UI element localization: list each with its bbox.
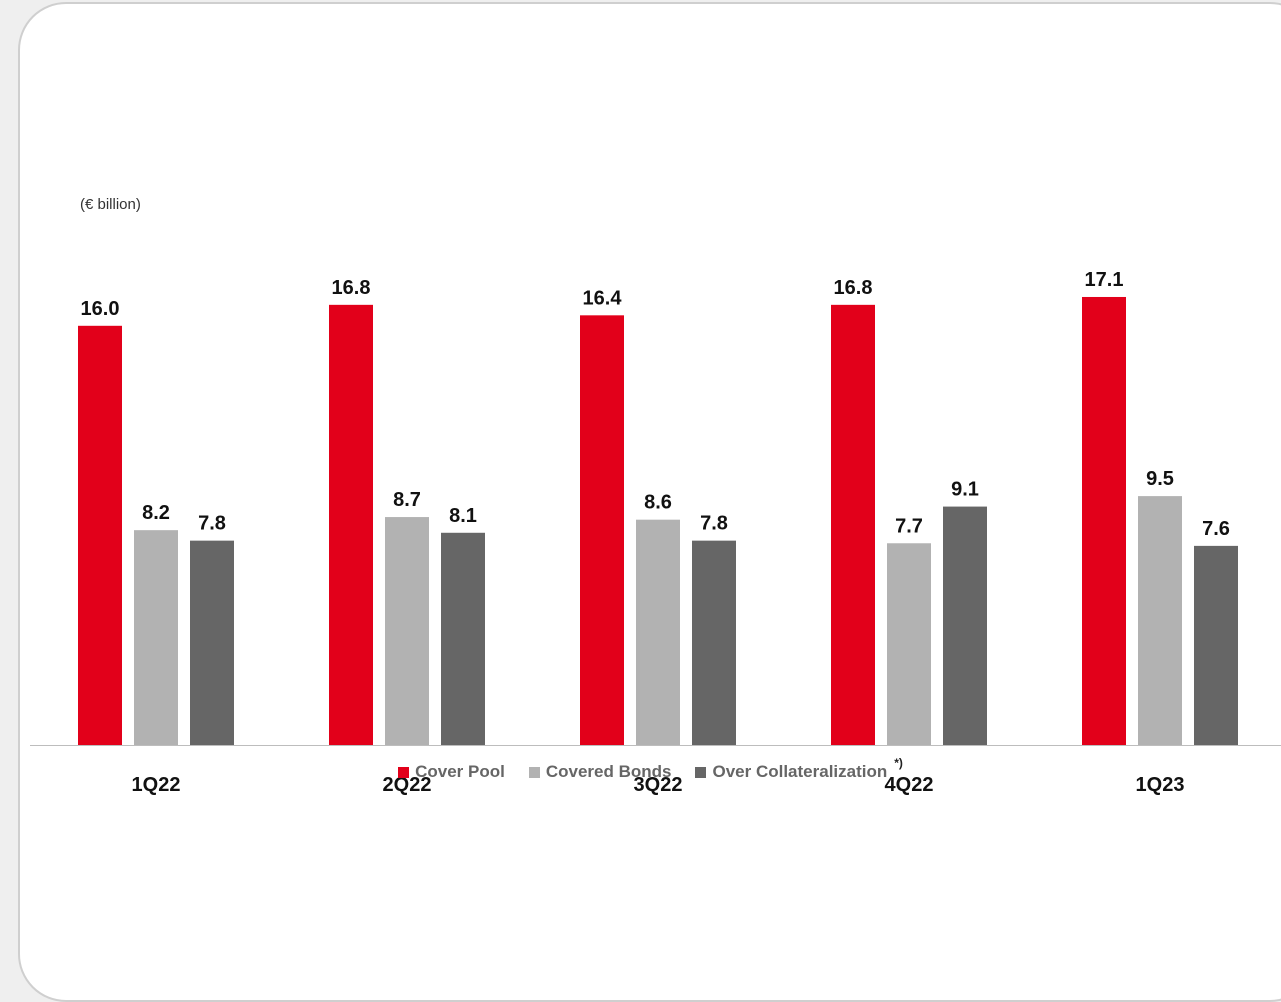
bar-cover-pool-1q22 — [78, 325, 122, 745]
data-label: 7.8 — [198, 513, 226, 535]
chart-card — [18, 2, 1281, 1002]
bar-covered-bonds-1q23 — [1138, 496, 1182, 745]
bar-cover-pool-3q22 — [580, 315, 624, 745]
x-tick-label: 4Q22 — [885, 774, 934, 796]
x-tick-label: 1Q23 — [1136, 774, 1185, 796]
bar-covered-bonds-1q22 — [134, 530, 178, 745]
legend: Cover Pool Covered Bonds Over Collateral… — [0, 756, 1281, 782]
data-label: 7.6 — [1202, 518, 1230, 540]
bar-over-collateralization-1q23 — [1194, 545, 1238, 745]
bar-over-collateralization-4q22 — [943, 506, 987, 745]
legend-swatch-over-collateralization — [695, 766, 707, 778]
data-label: 16.8 — [332, 277, 371, 299]
x-tick-label: 1Q22 — [132, 774, 181, 796]
legend-label-over-collateralization: Over Collateralization — [712, 762, 888, 781]
data-label: 16.4 — [583, 287, 623, 309]
legend-label-covered-bonds: Covered Bonds — [545, 762, 672, 781]
legend-footnote-mark: *) — [894, 756, 903, 770]
data-label: 8.7 — [393, 489, 421, 511]
bar-over-collateralization-1q22 — [190, 540, 234, 745]
data-label: 16.8 — [834, 277, 873, 299]
legend-label-cover-pool: Cover Pool — [415, 762, 505, 781]
data-label: 9.5 — [1146, 468, 1174, 490]
x-tick-label: 2Q22 — [383, 774, 432, 796]
data-label: 9.1 — [951, 479, 979, 501]
bar-cover-pool-4q22 — [831, 304, 875, 745]
bar-over-collateralization-2q22 — [441, 532, 485, 745]
bar-cover-pool-1q23 — [1082, 296, 1126, 745]
data-label: 8.2 — [142, 502, 170, 524]
bar-chart: 16.0 8.2 7.8 1Q22 16.8 8.7 8.1 2Q22 16.4 8.6 7.8 3Q… — [30, 269, 1281, 796]
x-tick-label: 3Q22 — [634, 774, 683, 796]
legend-item-over-collateralization: Over Collateralization *) — [695, 756, 903, 782]
legend-item-cover-pool: Cover Pool — [398, 762, 505, 782]
legend-swatch-covered-bonds — [528, 766, 540, 778]
bar-over-collateralization-3q22 — [692, 540, 736, 745]
bar-cover-pool-2q22 — [329, 304, 373, 745]
unit-label: (€ billion) — [80, 196, 141, 213]
bar-covered-bonds-3q22 — [636, 519, 680, 745]
legend-item-covered-bonds: Covered Bonds — [528, 762, 672, 782]
data-label: 8.6 — [644, 492, 672, 514]
bar-covered-bonds-2q22 — [385, 517, 429, 745]
data-label: 8.1 — [449, 505, 477, 527]
legend-swatch-cover-pool — [398, 766, 410, 778]
data-label: 17.1 — [1085, 269, 1124, 291]
data-label: 16.0 — [81, 298, 120, 320]
data-label: 7.7 — [895, 515, 923, 537]
bar-covered-bonds-4q22 — [887, 543, 931, 745]
data-label: 7.8 — [700, 513, 728, 535]
